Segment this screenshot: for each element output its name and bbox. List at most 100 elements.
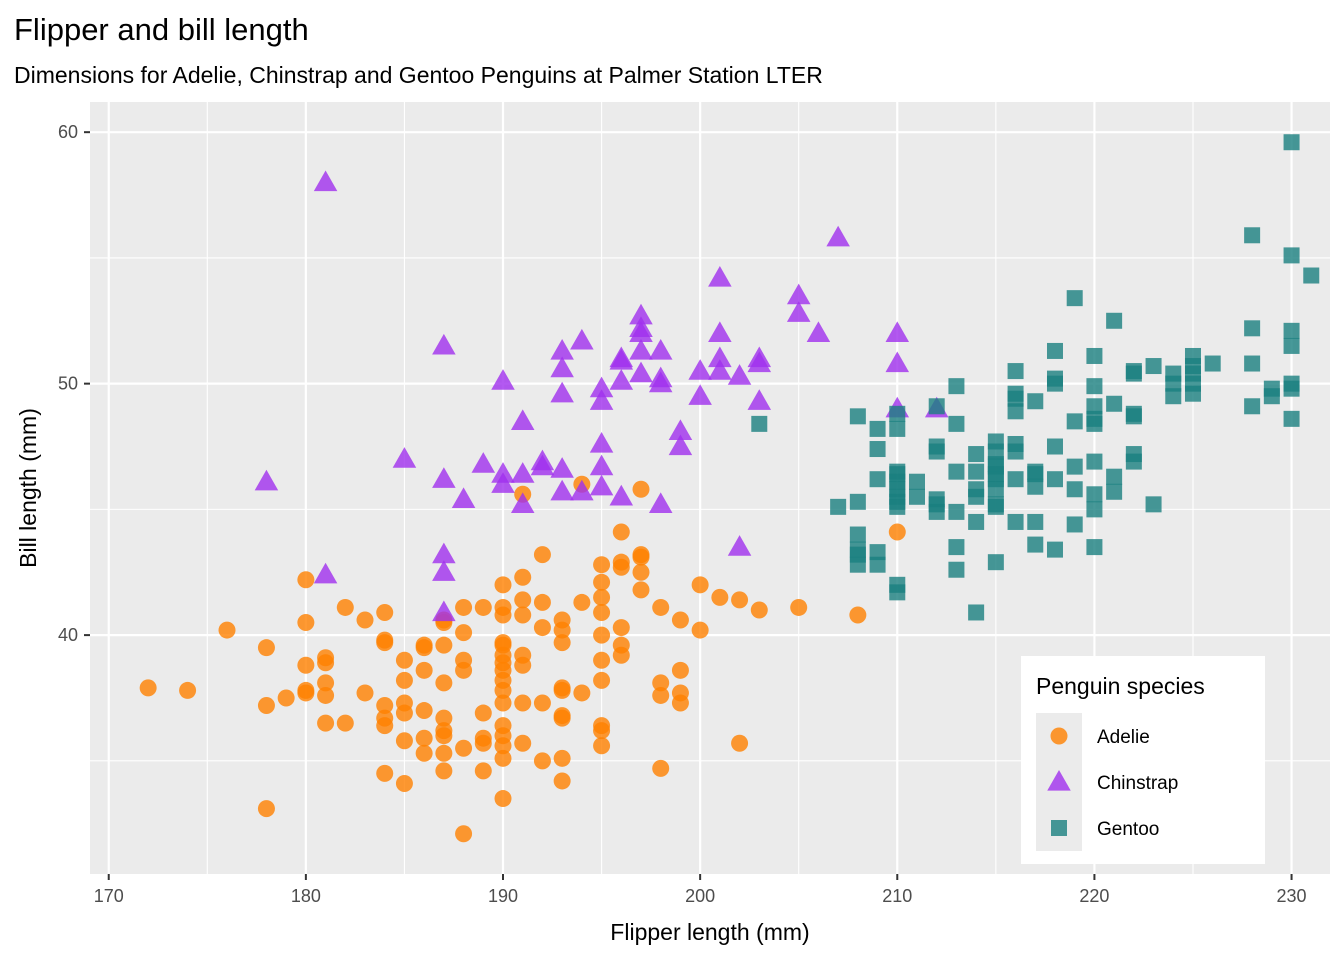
adelie-point	[395, 732, 413, 750]
gentoo-point	[849, 526, 866, 543]
adelie-point	[395, 704, 413, 722]
chinstrap-point	[432, 600, 456, 622]
chinstrap-point	[609, 369, 634, 390]
gentoo-point	[1086, 453, 1103, 470]
gentoo-point	[889, 584, 906, 601]
adelie-point	[435, 762, 453, 780]
gentoo-point	[1007, 513, 1024, 530]
adelie-point	[671, 661, 689, 679]
gentoo-point	[1106, 483, 1123, 500]
adelie-point	[494, 694, 512, 712]
adelie-point	[257, 639, 275, 657]
chinstrap-point	[491, 369, 515, 390]
adelie-point	[455, 624, 473, 642]
chinstrap-point	[550, 479, 574, 501]
adelie-point	[533, 546, 551, 564]
chinstrap-point	[708, 266, 732, 287]
chinstrap-point	[609, 349, 634, 370]
y-tick-label: 40	[58, 625, 78, 645]
adelie-point	[474, 762, 492, 780]
adelie-point	[514, 656, 532, 674]
chinstrap-point	[432, 560, 456, 581]
adelie-point	[691, 576, 709, 594]
legend-label-adelie: Adelie	[1097, 727, 1150, 748]
gentoo-point	[869, 420, 886, 437]
adelie-point	[297, 684, 315, 702]
gentoo-point	[1263, 388, 1280, 405]
chinstrap-point	[629, 321, 653, 342]
gentoo-point	[1027, 478, 1044, 495]
series-adelie	[139, 475, 906, 843]
chinstrap-point	[885, 351, 910, 373]
adelie-point	[790, 598, 808, 616]
adelie-point	[612, 646, 630, 664]
adelie-point	[731, 734, 749, 752]
gentoo-point	[1283, 380, 1300, 397]
data-points	[139, 134, 1320, 843]
chinstrap-point	[432, 333, 456, 355]
gentoo-point	[1283, 322, 1300, 339]
chinstrap-point	[550, 457, 574, 478]
gentoo-point	[987, 443, 1004, 460]
adelie-point	[553, 709, 571, 727]
legend-title: Penguin species	[1036, 673, 1205, 699]
chinstrap-point	[589, 474, 614, 496]
adelie-point	[474, 598, 492, 616]
adelie-point	[514, 606, 532, 624]
gentoo-point	[869, 441, 886, 458]
gentoo-point	[1066, 413, 1083, 430]
adelie-point	[376, 603, 394, 621]
chinstrap-point	[629, 338, 653, 360]
gentoo-point	[1007, 363, 1024, 380]
gentoo-point	[1125, 408, 1142, 425]
adelie-point	[395, 651, 413, 669]
adelie-point	[553, 681, 571, 699]
chinstrap-point	[629, 303, 653, 325]
adelie-point	[533, 593, 551, 611]
gentoo-point	[1086, 398, 1103, 415]
chinstrap-point	[786, 301, 811, 322]
adelie-point	[652, 674, 670, 692]
chinstrap-point	[826, 225, 850, 247]
chinstrap-point	[491, 472, 515, 493]
adelie-point	[573, 684, 591, 702]
adelie-point	[494, 606, 512, 624]
adelie-point	[632, 480, 650, 498]
chinstrap-point	[708, 359, 732, 380]
chinstrap-point	[510, 492, 535, 513]
adelie-point	[632, 563, 650, 581]
chinstrap-point	[806, 321, 831, 342]
x-tick-label: 180	[291, 886, 321, 906]
adelie-point	[435, 636, 453, 654]
gentoo-point	[1283, 410, 1300, 427]
adelie-point	[593, 556, 611, 574]
chinstrap-point	[432, 542, 456, 564]
chinstrap-point	[530, 454, 555, 476]
adelie-point	[435, 674, 453, 692]
gentoo-point	[987, 481, 1004, 498]
x-axis: 170 180 190 200 210 220 230	[94, 874, 1307, 906]
adelie-point	[593, 573, 611, 591]
gentoo-point	[1086, 347, 1103, 364]
gentoo-point	[968, 604, 985, 621]
gentoo-point	[1125, 365, 1142, 382]
adelie-point	[652, 759, 670, 777]
chart-subtitle: Dimensions for Adelie, Chinstrap and Gen…	[14, 62, 823, 88]
gentoo-point	[1086, 415, 1103, 432]
chinstrap-point	[550, 381, 574, 403]
chinstrap-point	[747, 351, 772, 373]
chinstrap-point	[550, 338, 574, 360]
gentoo-point	[849, 493, 866, 510]
adelie-point	[573, 593, 591, 611]
adelie-point	[317, 714, 335, 732]
adelie-point	[671, 694, 689, 712]
y-axis: 40 50 60	[58, 122, 90, 645]
chinstrap-point	[786, 283, 811, 305]
gentoo-point	[1106, 468, 1123, 485]
gentoo-point	[968, 463, 985, 480]
gentoo-point	[751, 415, 768, 432]
adelie-point	[356, 684, 374, 702]
adelie-point	[593, 603, 611, 621]
adelie-point	[514, 568, 532, 586]
gentoo-point	[869, 471, 886, 488]
